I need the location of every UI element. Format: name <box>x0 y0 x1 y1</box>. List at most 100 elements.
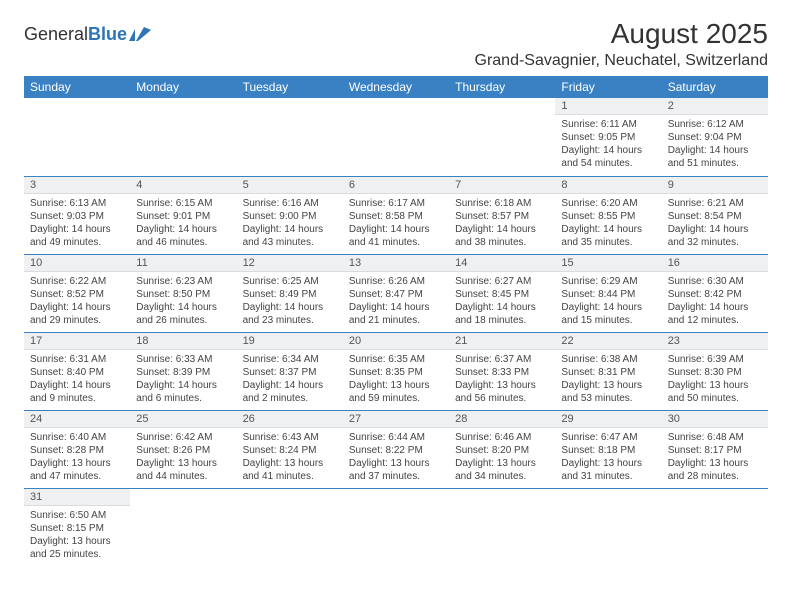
daylight-text: Daylight: 14 hours and 12 minutes. <box>668 301 762 327</box>
day-body: Sunrise: 6:27 AMSunset: 8:45 PMDaylight:… <box>449 272 555 331</box>
calendar-row: 31Sunrise: 6:50 AMSunset: 8:15 PMDayligh… <box>24 488 768 566</box>
day-number: 12 <box>237 255 343 272</box>
sunset-text: Sunset: 8:20 PM <box>455 444 549 457</box>
daylight-text: Daylight: 13 hours and 34 minutes. <box>455 457 549 483</box>
day-header: Friday <box>555 76 661 98</box>
calendar-cell: 30Sunrise: 6:48 AMSunset: 8:17 PMDayligh… <box>662 410 768 488</box>
calendar-cell <box>24 98 130 176</box>
calendar-cell: 25Sunrise: 6:42 AMSunset: 8:26 PMDayligh… <box>130 410 236 488</box>
calendar-cell <box>237 98 343 176</box>
calendar-table: SundayMondayTuesdayWednesdayThursdayFrid… <box>24 76 768 566</box>
daylight-text: Daylight: 14 hours and 49 minutes. <box>30 223 124 249</box>
calendar-row: 3Sunrise: 6:13 AMSunset: 9:03 PMDaylight… <box>24 176 768 254</box>
day-number: 24 <box>24 411 130 428</box>
day-number: 1 <box>555 98 661 115</box>
sunrise-text: Sunrise: 6:20 AM <box>561 197 655 210</box>
sunset-text: Sunset: 8:55 PM <box>561 210 655 223</box>
day-body: Sunrise: 6:25 AMSunset: 8:49 PMDaylight:… <box>237 272 343 331</box>
sunset-text: Sunset: 8:47 PM <box>349 288 443 301</box>
day-number: 11 <box>130 255 236 272</box>
day-body: Sunrise: 6:40 AMSunset: 8:28 PMDaylight:… <box>24 428 130 487</box>
calendar-row: 1Sunrise: 6:11 AMSunset: 9:05 PMDaylight… <box>24 98 768 176</box>
day-number: 17 <box>24 333 130 350</box>
daylight-text: Daylight: 13 hours and 41 minutes. <box>243 457 337 483</box>
day-number: 13 <box>343 255 449 272</box>
sunrise-text: Sunrise: 6:31 AM <box>30 353 124 366</box>
sunrise-text: Sunrise: 6:50 AM <box>30 509 124 522</box>
calendar-cell: 9Sunrise: 6:21 AMSunset: 8:54 PMDaylight… <box>662 176 768 254</box>
sunrise-text: Sunrise: 6:21 AM <box>668 197 762 210</box>
sunset-text: Sunset: 9:00 PM <box>243 210 337 223</box>
day-number: 9 <box>662 177 768 194</box>
day-number: 28 <box>449 411 555 428</box>
sunrise-text: Sunrise: 6:37 AM <box>455 353 549 366</box>
calendar-cell: 18Sunrise: 6:33 AMSunset: 8:39 PMDayligh… <box>130 332 236 410</box>
calendar-cell <box>555 488 661 566</box>
calendar-cell: 31Sunrise: 6:50 AMSunset: 8:15 PMDayligh… <box>24 488 130 566</box>
title-block: August 2025 Grand-Savagnier, Neuchatel, … <box>475 18 769 70</box>
daylight-text: Daylight: 13 hours and 59 minutes. <box>349 379 443 405</box>
day-number: 6 <box>343 177 449 194</box>
calendar-cell: 17Sunrise: 6:31 AMSunset: 8:40 PMDayligh… <box>24 332 130 410</box>
daylight-text: Daylight: 14 hours and 32 minutes. <box>668 223 762 249</box>
daylight-text: Daylight: 13 hours and 28 minutes. <box>668 457 762 483</box>
calendar-cell <box>449 488 555 566</box>
daylight-text: Daylight: 13 hours and 44 minutes. <box>136 457 230 483</box>
daylight-text: Daylight: 14 hours and 6 minutes. <box>136 379 230 405</box>
sunrise-text: Sunrise: 6:38 AM <box>561 353 655 366</box>
sunrise-text: Sunrise: 6:40 AM <box>30 431 124 444</box>
sunrise-text: Sunrise: 6:26 AM <box>349 275 443 288</box>
sunset-text: Sunset: 8:44 PM <box>561 288 655 301</box>
daylight-text: Daylight: 14 hours and 15 minutes. <box>561 301 655 327</box>
sunset-text: Sunset: 8:28 PM <box>30 444 124 457</box>
sunset-text: Sunset: 8:24 PM <box>243 444 337 457</box>
daylight-text: Daylight: 14 hours and 2 minutes. <box>243 379 337 405</box>
sunrise-text: Sunrise: 6:27 AM <box>455 275 549 288</box>
sunset-text: Sunset: 8:15 PM <box>30 522 124 535</box>
calendar-cell: 12Sunrise: 6:25 AMSunset: 8:49 PMDayligh… <box>237 254 343 332</box>
brand-part1: General <box>24 24 88 45</box>
brand-logo: GeneralBlue <box>24 18 151 45</box>
calendar-cell: 21Sunrise: 6:37 AMSunset: 8:33 PMDayligh… <box>449 332 555 410</box>
calendar-cell: 24Sunrise: 6:40 AMSunset: 8:28 PMDayligh… <box>24 410 130 488</box>
daylight-text: Daylight: 14 hours and 41 minutes. <box>349 223 443 249</box>
calendar-cell: 13Sunrise: 6:26 AMSunset: 8:47 PMDayligh… <box>343 254 449 332</box>
brand-part2: Blue <box>88 24 127 45</box>
day-number: 15 <box>555 255 661 272</box>
calendar-cell <box>343 98 449 176</box>
sunset-text: Sunset: 8:39 PM <box>136 366 230 379</box>
calendar-cell: 4Sunrise: 6:15 AMSunset: 9:01 PMDaylight… <box>130 176 236 254</box>
day-number: 25 <box>130 411 236 428</box>
day-number: 22 <box>555 333 661 350</box>
daylight-text: Daylight: 14 hours and 29 minutes. <box>30 301 124 327</box>
day-number: 4 <box>130 177 236 194</box>
location-text: Grand-Savagnier, Neuchatel, Switzerland <box>475 52 769 70</box>
sunset-text: Sunset: 8:35 PM <box>349 366 443 379</box>
calendar-cell: 22Sunrise: 6:38 AMSunset: 8:31 PMDayligh… <box>555 332 661 410</box>
sunrise-text: Sunrise: 6:17 AM <box>349 197 443 210</box>
sunset-text: Sunset: 9:05 PM <box>561 131 655 144</box>
day-header: Tuesday <box>237 76 343 98</box>
calendar-cell: 20Sunrise: 6:35 AMSunset: 8:35 PMDayligh… <box>343 332 449 410</box>
sunset-text: Sunset: 8:57 PM <box>455 210 549 223</box>
calendar-cell <box>662 488 768 566</box>
day-body: Sunrise: 6:37 AMSunset: 8:33 PMDaylight:… <box>449 350 555 409</box>
day-body: Sunrise: 6:11 AMSunset: 9:05 PMDaylight:… <box>555 115 661 174</box>
sunrise-text: Sunrise: 6:25 AM <box>243 275 337 288</box>
day-body: Sunrise: 6:30 AMSunset: 8:42 PMDaylight:… <box>662 272 768 331</box>
day-body: Sunrise: 6:18 AMSunset: 8:57 PMDaylight:… <box>449 194 555 253</box>
sunrise-text: Sunrise: 6:47 AM <box>561 431 655 444</box>
sunrise-text: Sunrise: 6:15 AM <box>136 197 230 210</box>
day-body: Sunrise: 6:48 AMSunset: 8:17 PMDaylight:… <box>662 428 768 487</box>
page-header: GeneralBlue August 2025 Grand-Savagnier,… <box>24 18 768 70</box>
day-body: Sunrise: 6:38 AMSunset: 8:31 PMDaylight:… <box>555 350 661 409</box>
sunrise-text: Sunrise: 6:18 AM <box>455 197 549 210</box>
calendar-cell <box>130 488 236 566</box>
day-number: 16 <box>662 255 768 272</box>
sunset-text: Sunset: 8:33 PM <box>455 366 549 379</box>
sunrise-text: Sunrise: 6:48 AM <box>668 431 762 444</box>
daylight-text: Daylight: 14 hours and 23 minutes. <box>243 301 337 327</box>
daylight-text: Daylight: 13 hours and 56 minutes. <box>455 379 549 405</box>
day-number: 10 <box>24 255 130 272</box>
calendar-cell: 29Sunrise: 6:47 AMSunset: 8:18 PMDayligh… <box>555 410 661 488</box>
